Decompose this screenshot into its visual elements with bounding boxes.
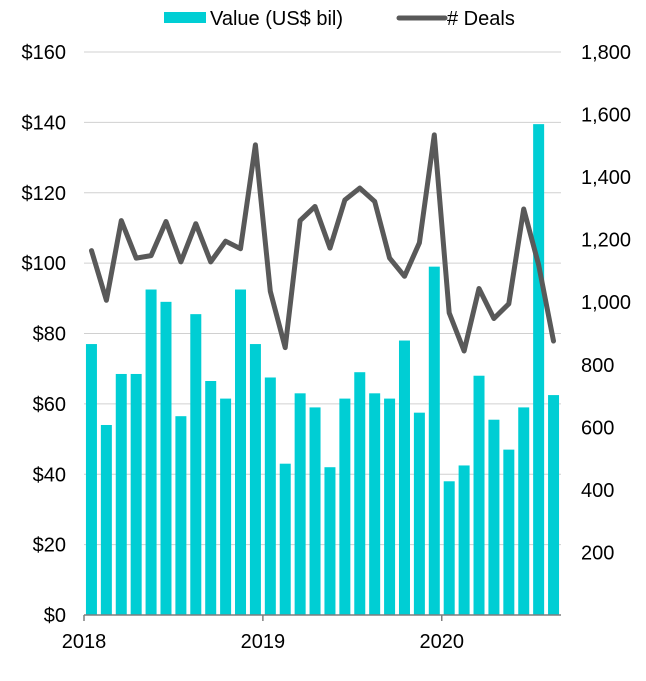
bar <box>175 416 187 615</box>
bar <box>309 407 321 615</box>
right-axis-tick-label: 600 <box>581 417 614 439</box>
bar <box>533 124 545 616</box>
x-axis-tick-label: 2018 <box>62 631 107 653</box>
bar <box>503 449 515 615</box>
line-series-deals <box>89 132 556 354</box>
right-axis-tick-label: 1,200 <box>581 230 631 252</box>
left-axis-tick-label: $140 <box>22 112 67 134</box>
left-axis-tick-label: $0 <box>44 605 66 627</box>
legend-swatch-value <box>164 12 206 23</box>
bar <box>160 301 172 615</box>
bar <box>235 289 247 615</box>
bar <box>145 289 157 615</box>
right-axis-tick-label: 1,000 <box>581 292 631 314</box>
legend-label-value: Value (US$ bil) <box>210 8 343 30</box>
bar <box>324 467 336 615</box>
bar <box>443 481 455 615</box>
bar <box>413 412 425 615</box>
bar <box>548 395 560 615</box>
right-axis-tick-label: 1,800 <box>581 42 631 64</box>
right-axis-tick-label: 400 <box>581 480 614 502</box>
bar <box>384 398 396 615</box>
left-axis-labels: $0 $20 $40 $60 $80 $100 $120 $140 $160 <box>22 42 67 627</box>
bar <box>518 407 530 615</box>
bar <box>473 375 485 615</box>
bar <box>398 340 410 615</box>
left-axis-tick-label: $60 <box>33 394 66 416</box>
bar <box>458 465 470 615</box>
bar <box>249 344 261 615</box>
right-axis-tick-label: 800 <box>581 355 614 377</box>
legend-label-deals: # Deals <box>447 8 515 30</box>
x-axis-tick-label: 2020 <box>420 631 465 653</box>
bar <box>85 344 97 615</box>
left-axis-tick-label: $120 <box>22 183 67 205</box>
left-axis-tick-label: $100 <box>22 253 67 275</box>
bar <box>279 463 291 615</box>
left-axis-tick-label: $40 <box>33 464 66 486</box>
right-axis-tick-label: 1,400 <box>581 167 631 189</box>
right-axis-tick-label: 200 <box>581 542 614 564</box>
deals-line <box>89 132 556 354</box>
bar-series-value <box>85 124 560 616</box>
left-axis-tick-label: $20 <box>33 535 66 557</box>
bar <box>339 398 351 615</box>
bar <box>428 266 440 615</box>
x-axis-tick-label: 2019 <box>241 631 286 653</box>
bar <box>115 373 127 615</box>
axes <box>83 614 561 621</box>
left-axis-tick-label: $160 <box>22 42 67 64</box>
bar <box>264 377 276 615</box>
bar <box>130 373 142 615</box>
bar <box>369 393 381 615</box>
bar <box>488 419 500 615</box>
bar <box>354 372 366 615</box>
bar <box>190 314 202 615</box>
x-axis-labels: 2018 2019 2020 <box>62 631 464 653</box>
bar <box>220 398 232 615</box>
right-axis-labels: 200 400 600 800 1,000 1,200 1,400 1,600 1,800 <box>581 42 631 564</box>
left-axis-tick-label: $80 <box>33 324 66 346</box>
right-axis-tick-label: 1,600 <box>581 105 631 127</box>
legend: Value (US$ bil) # Deals <box>164 8 515 30</box>
bar <box>294 393 306 615</box>
bar <box>100 424 112 615</box>
bar <box>205 381 217 615</box>
